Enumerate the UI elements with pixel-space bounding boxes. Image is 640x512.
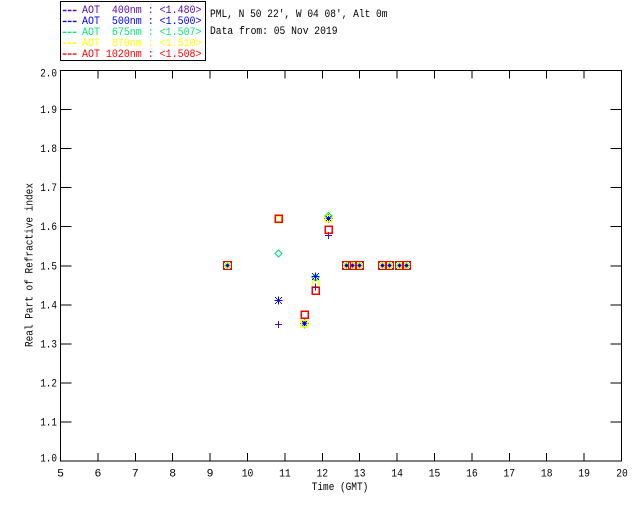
svg-text:1.2: 1.2 (40, 379, 57, 391)
svg-text:19: 19 (578, 469, 590, 481)
svg-text:1.3: 1.3 (40, 340, 57, 352)
svg-text:8: 8 (169, 469, 176, 481)
svg-text:14: 14 (391, 469, 403, 481)
svg-text:1.9: 1.9 (40, 105, 57, 117)
svg-text:1.8: 1.8 (40, 144, 57, 156)
svg-text:17: 17 (504, 469, 516, 481)
svg-text:AOT 500nm : <1.500>: AOT 500nm : <1.500> (82, 16, 202, 28)
svg-text:Real Part of Refractive index: Real Part of Refractive index (25, 183, 37, 347)
svg-text:AOT 870nm : <1.510>: AOT 870nm : <1.510> (82, 38, 202, 50)
svg-text:Data from: 05 Nov 2019: Data from: 05 Nov 2019 (210, 26, 338, 38)
svg-text:13: 13 (354, 469, 366, 481)
svg-text:PML, N 50 22', W 04 08', Alt 0: PML, N 50 22', W 04 08', Alt 0m (210, 9, 388, 21)
svg-text:1.4: 1.4 (40, 300, 57, 312)
svg-text:7: 7 (132, 469, 139, 481)
svg-text:20: 20 (616, 469, 628, 481)
svg-text:1.7: 1.7 (40, 183, 57, 195)
svg-text:AOT 675nm : <1.507>: AOT 675nm : <1.507> (82, 27, 202, 39)
svg-text:1.1: 1.1 (40, 418, 57, 430)
svg-text:12: 12 (317, 469, 329, 481)
svg-text:1.0: 1.0 (40, 454, 57, 466)
svg-text:10: 10 (242, 469, 254, 481)
svg-text:16: 16 (466, 469, 478, 481)
svg-text:AOT 1020nm : <1.508>: AOT 1020nm : <1.508> (82, 49, 202, 61)
svg-text:5: 5 (57, 469, 64, 481)
svg-text:1.5: 1.5 (40, 261, 57, 273)
svg-text:Time (GMT): Time (GMT) (312, 482, 369, 494)
svg-text:1.6: 1.6 (40, 222, 57, 234)
svg-text:6: 6 (94, 469, 101, 481)
svg-text:18: 18 (541, 469, 553, 481)
svg-text:11: 11 (279, 469, 291, 481)
svg-text:9: 9 (207, 469, 214, 481)
svg-text:2.0: 2.0 (40, 69, 57, 81)
svg-text:15: 15 (429, 469, 441, 481)
svg-text:AOT 400nm : <1.480>: AOT 400nm : <1.480> (82, 5, 202, 17)
